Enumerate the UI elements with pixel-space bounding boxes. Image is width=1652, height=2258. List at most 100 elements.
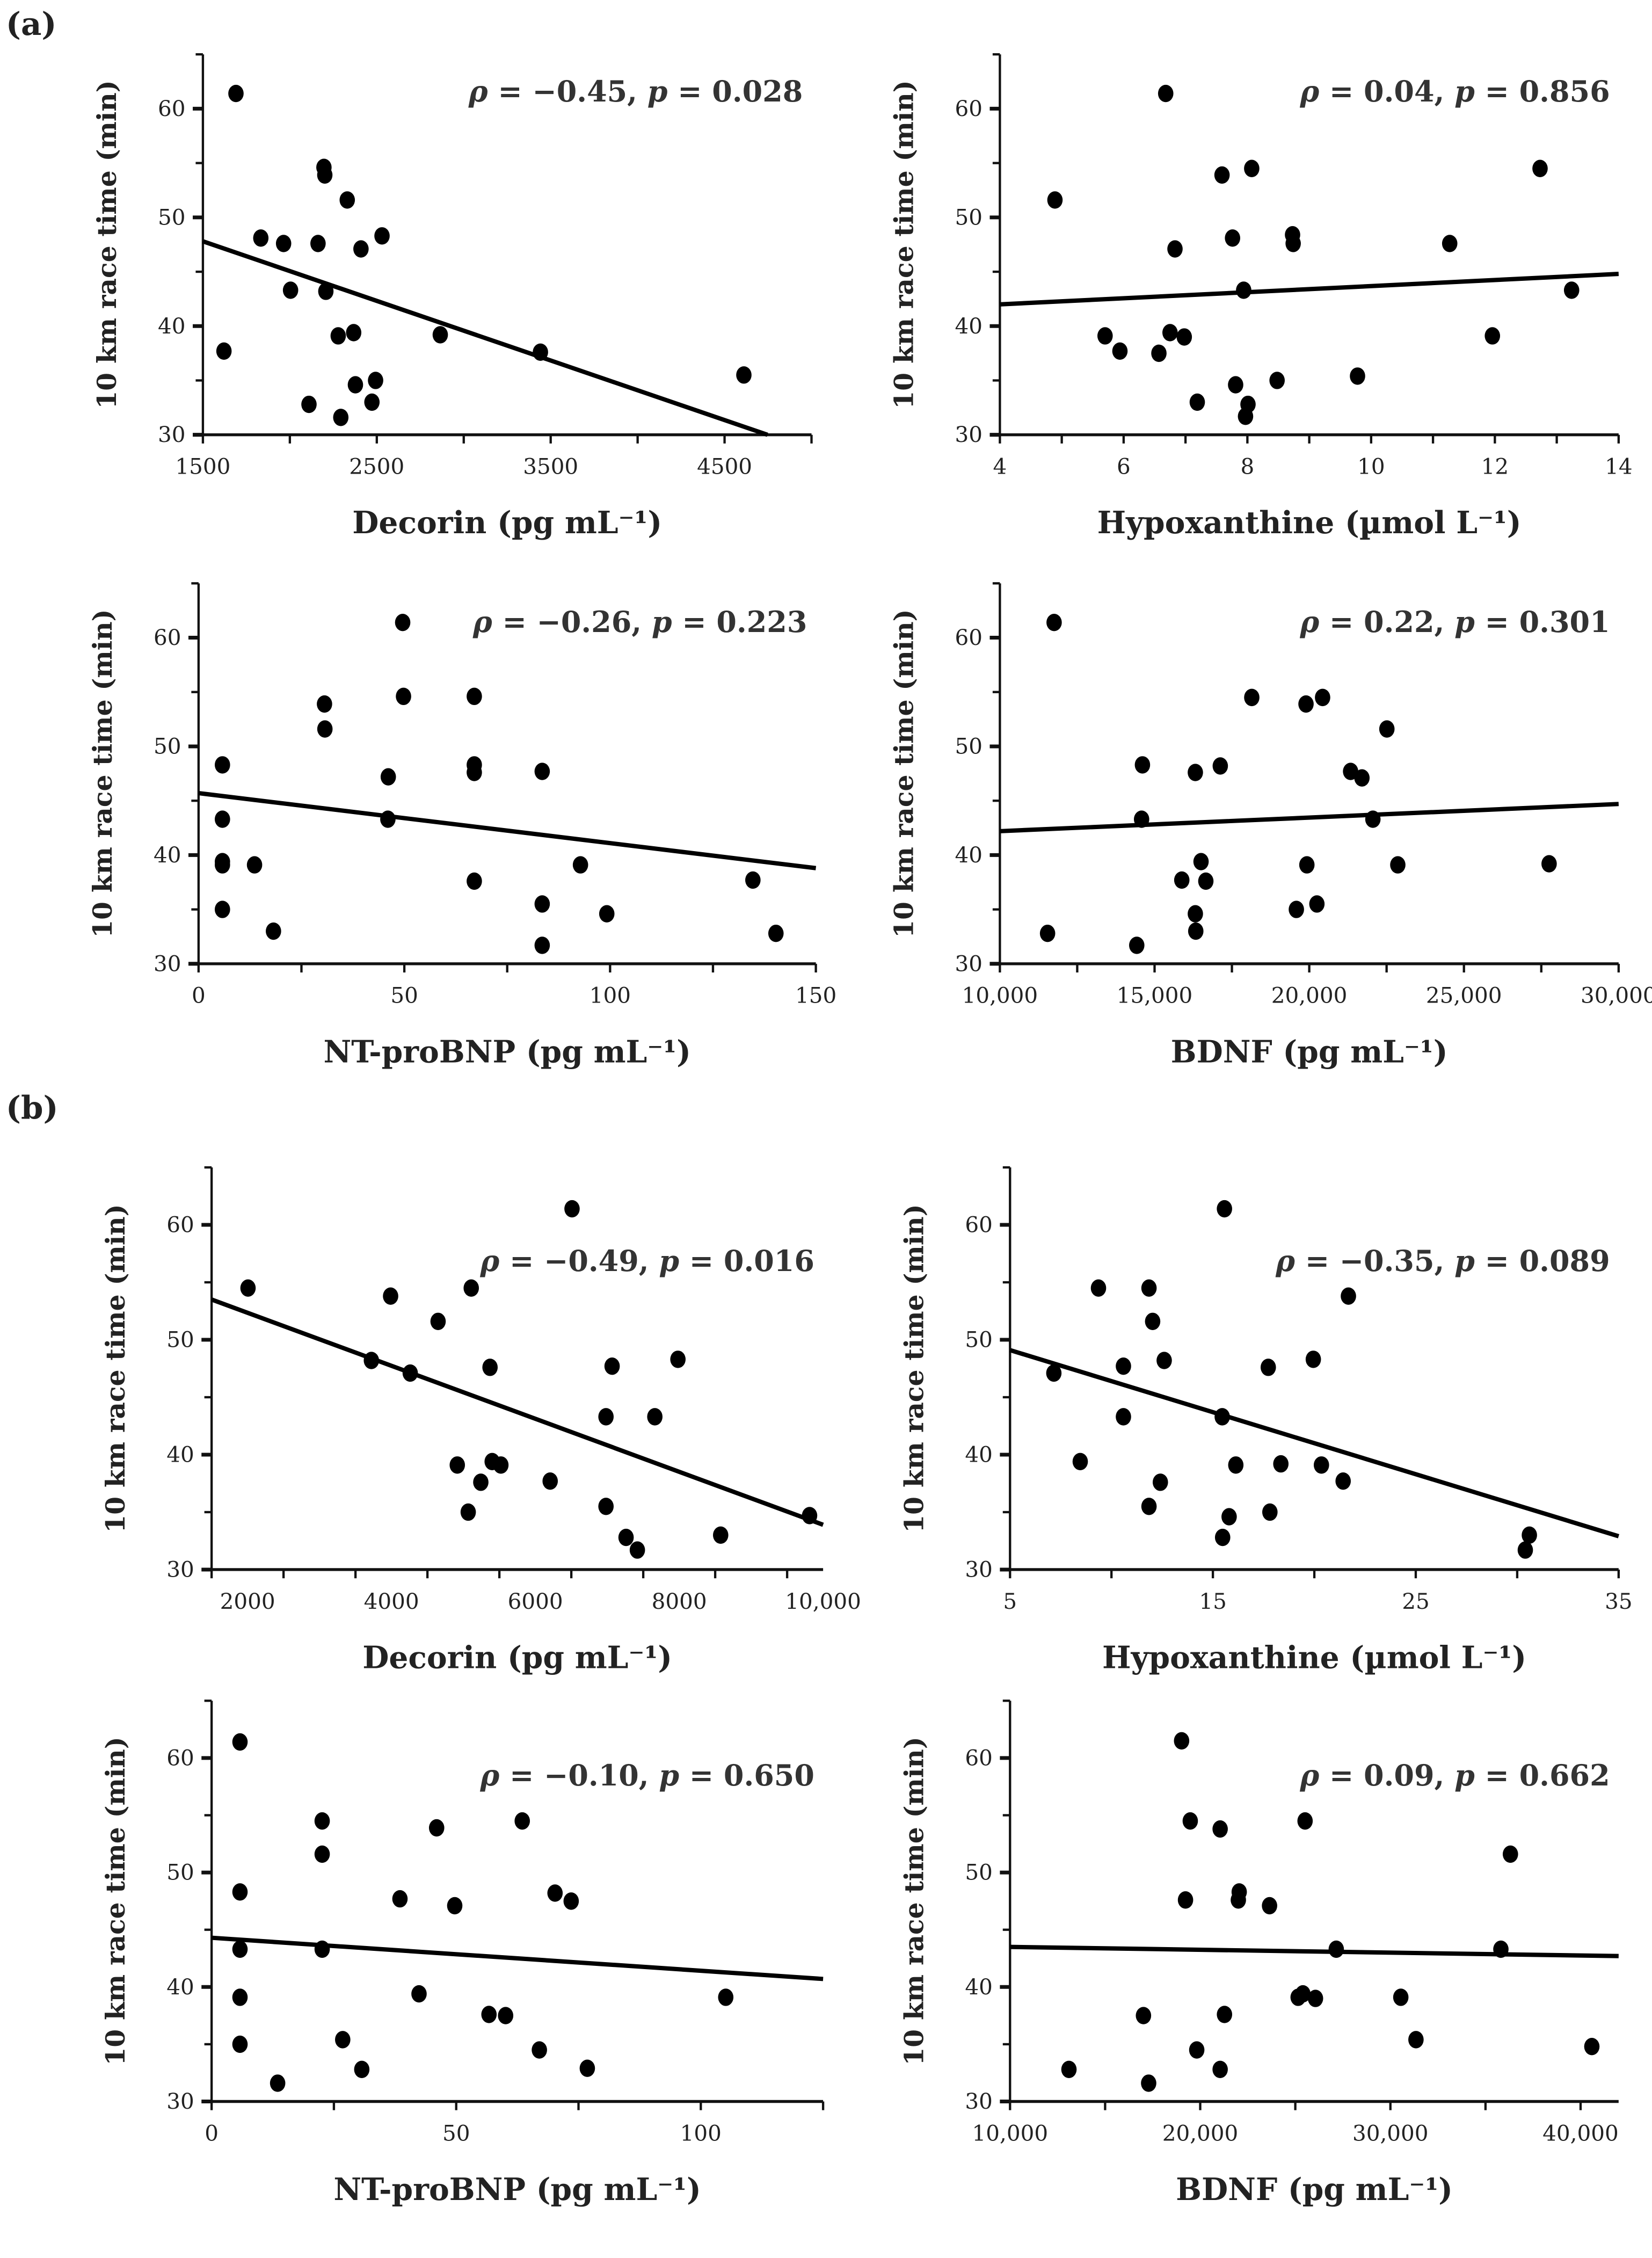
data-point [214, 901, 230, 918]
data-point [467, 764, 482, 781]
correlation-annotation: ρ = 0.22, p = 0.301 [1299, 605, 1610, 639]
data-point [768, 924, 784, 942]
data-point [1214, 1408, 1230, 1426]
data-point [447, 1897, 463, 1915]
data-point [364, 393, 380, 411]
data-point [579, 2059, 595, 2077]
data-point [1341, 1287, 1356, 1305]
y-tick-label: 40 [166, 1974, 194, 2000]
scatter-panel-7: 30 40 50 60 0 50 100 10 km race time (min) NT-pr… [100, 1700, 825, 2208]
data-point [270, 2074, 286, 2092]
y-tick-label: 50 [154, 733, 181, 759]
data-point [232, 1940, 248, 1958]
y-tick-label: 40 [154, 842, 181, 868]
y-tick-label: 50 [965, 1327, 993, 1353]
data-point [1393, 1988, 1409, 2006]
data-point [1269, 372, 1285, 389]
data-point [1129, 936, 1145, 954]
panel-label-a: (a) [6, 5, 57, 43]
y-tick-label: 60 [166, 1745, 194, 1770]
y-axis-title: 10 km race time (min) [889, 80, 919, 409]
data-point [363, 1352, 380, 1369]
data-point [368, 372, 383, 389]
data-point [396, 687, 411, 706]
data-point [467, 687, 482, 706]
data-point [670, 1351, 686, 1368]
data-point [430, 1312, 446, 1330]
regression-line [211, 1935, 824, 1981]
y-axis-title: 10 km race time (min) [899, 1204, 929, 1533]
regression-line [202, 239, 768, 437]
x-tick-label: 50 [390, 983, 418, 1008]
x-tick-label: 10 [1357, 454, 1385, 480]
data-point [563, 1892, 579, 1910]
data-point [1244, 688, 1260, 707]
data-point [1238, 408, 1254, 425]
data-point [317, 695, 332, 713]
data-point [266, 922, 281, 940]
y-tick-label: 30 [166, 2088, 194, 2114]
data-point [629, 1541, 645, 1559]
correlation-annotation: ρ = 0.09, p = 0.662 [1299, 1758, 1610, 1792]
x-tick-label: 15,000 [1117, 983, 1193, 1008]
data-point [534, 936, 550, 954]
data-point [346, 324, 362, 342]
data-point [481, 2006, 497, 2023]
data-point [1236, 281, 1251, 299]
data-point [1350, 367, 1365, 385]
data-point [232, 1988, 248, 2006]
data-point [1189, 393, 1205, 411]
y-tick-label: 30 [166, 1556, 194, 1582]
data-point [1309, 895, 1325, 913]
data-point [493, 1456, 509, 1474]
data-point [1174, 1732, 1190, 1750]
x-tick-label: 10,000 [962, 983, 1038, 1008]
data-point [333, 409, 349, 426]
data-point [736, 366, 752, 384]
data-point [1365, 810, 1381, 828]
data-point [1061, 2060, 1077, 2079]
x-tick-label: 40,000 [1542, 2120, 1619, 2146]
data-point [1193, 853, 1209, 870]
y-axis-title: 10 km race time (min) [889, 609, 919, 938]
data-point [1151, 344, 1167, 362]
x-tick-label: 20,000 [1271, 983, 1348, 1008]
data-point [1188, 905, 1203, 923]
y-axis-title: 10 km race time (min) [100, 1204, 131, 1533]
data-point [1305, 1351, 1321, 1368]
x-tick-label: 15 [1199, 1588, 1227, 1614]
data-point [1299, 856, 1315, 874]
data-point [1221, 1508, 1237, 1526]
data-point [1313, 1456, 1329, 1474]
data-point [1225, 229, 1241, 247]
x-axis-title: NT-proBNP (pg mL⁻¹) [333, 2172, 701, 2208]
data-point [1228, 1456, 1244, 1474]
data-point [1141, 1279, 1157, 1297]
data-point [314, 1845, 330, 1863]
y-tick-label: 40 [955, 313, 983, 339]
x-tick-label: 6000 [508, 1588, 563, 1614]
data-point [1298, 695, 1314, 713]
data-point [498, 2007, 514, 2024]
x-tick-label: 150 [795, 983, 836, 1008]
data-point [542, 1472, 558, 1490]
data-point [1522, 1526, 1537, 1544]
y-tick-label: 40 [158, 313, 186, 339]
regression-line [1009, 1348, 1620, 1538]
x-tick-label: 2500 [349, 454, 404, 480]
data-point [1116, 1408, 1131, 1426]
data-point [547, 1884, 563, 1902]
y-tick-label: 30 [154, 950, 181, 976]
scatter-panel-3: 30 40 50 60 0 50 100 150 10 km race time (min) NT… [88, 582, 836, 1070]
y-tick-label: 60 [955, 625, 983, 650]
data-point [1188, 922, 1204, 940]
x-tick-label: 10,000 [785, 1588, 861, 1614]
data-point [514, 1812, 530, 1830]
data-point [314, 1940, 330, 1958]
data-point [482, 1359, 498, 1376]
x-tick-label: 30,000 [1352, 2120, 1429, 2146]
correlation-annotation: ρ = −0.45, p = 0.028 [468, 74, 803, 108]
data-point [1072, 1453, 1088, 1471]
data-point [318, 282, 334, 300]
